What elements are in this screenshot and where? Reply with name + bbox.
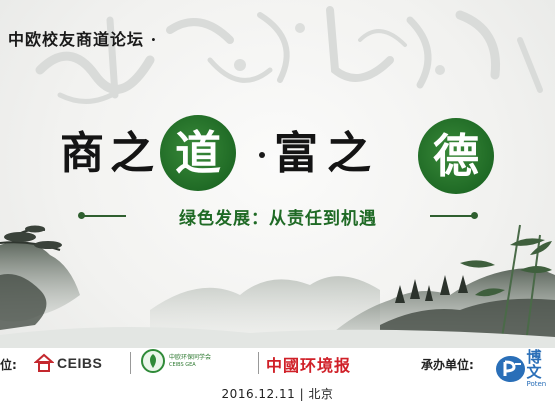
- subtitle-right-dot: [471, 212, 478, 219]
- separator-2: [258, 352, 259, 374]
- title-char-dao: 道: [175, 126, 221, 180]
- ink-landscape: [0, 224, 555, 350]
- forum-title: 中欧校友商道论坛 ·: [8, 30, 158, 49]
- title-char-zhi-2: 之: [327, 128, 371, 179]
- ceibs-emblem-icon: [34, 353, 54, 372]
- organizer-emblem-icon: [496, 356, 525, 382]
- title-circle-dao: [160, 115, 236, 191]
- title-circle-de: [418, 118, 494, 194]
- main-title: 商 之 道 富 之 德: [0, 110, 555, 200]
- ceibs-text: CEIBS: [57, 355, 103, 371]
- subtitle-right-line: [430, 215, 472, 217]
- leaf-badge-icon: [141, 349, 165, 373]
- organizer-name: 博文: [526, 348, 542, 381]
- subtitle-left-dot: [78, 212, 85, 219]
- title-dot: [259, 152, 265, 158]
- title-char-zhi-1: 之: [110, 128, 154, 179]
- organizer-label: 承办单位:: [421, 358, 474, 372]
- sponsor-label: 位:: [0, 358, 17, 372]
- ceibs-logo: CEIBS: [34, 352, 102, 374]
- title-char-de: 德: [433, 129, 479, 183]
- subtitle: 绿色发展：从责任到机遇: [179, 209, 377, 229]
- assoc-sub: CEIBS GEA: [169, 361, 196, 368]
- newspaper-logo: 中國环境报: [266, 356, 352, 375]
- organizer-logo: 博文 Poten: [496, 350, 555, 388]
- subtitle-bar: 绿色发展：从责任到机遇: [78, 204, 478, 229]
- separator-1: [130, 352, 131, 374]
- title-char-shang: 商: [60, 128, 104, 179]
- assoc-name: 中欧环保同学会: [169, 354, 212, 362]
- event-date-place: 2016.12.11 | 北京: [221, 387, 334, 401]
- organizer-name-sub: Poten: [526, 380, 547, 388]
- assoc-logo: 中欧环保同学会 CEIBS GEA: [141, 349, 211, 373]
- subtitle-left-line: [84, 215, 126, 217]
- footer-bar: [0, 348, 555, 407]
- title-char-fu: 富: [274, 128, 318, 179]
